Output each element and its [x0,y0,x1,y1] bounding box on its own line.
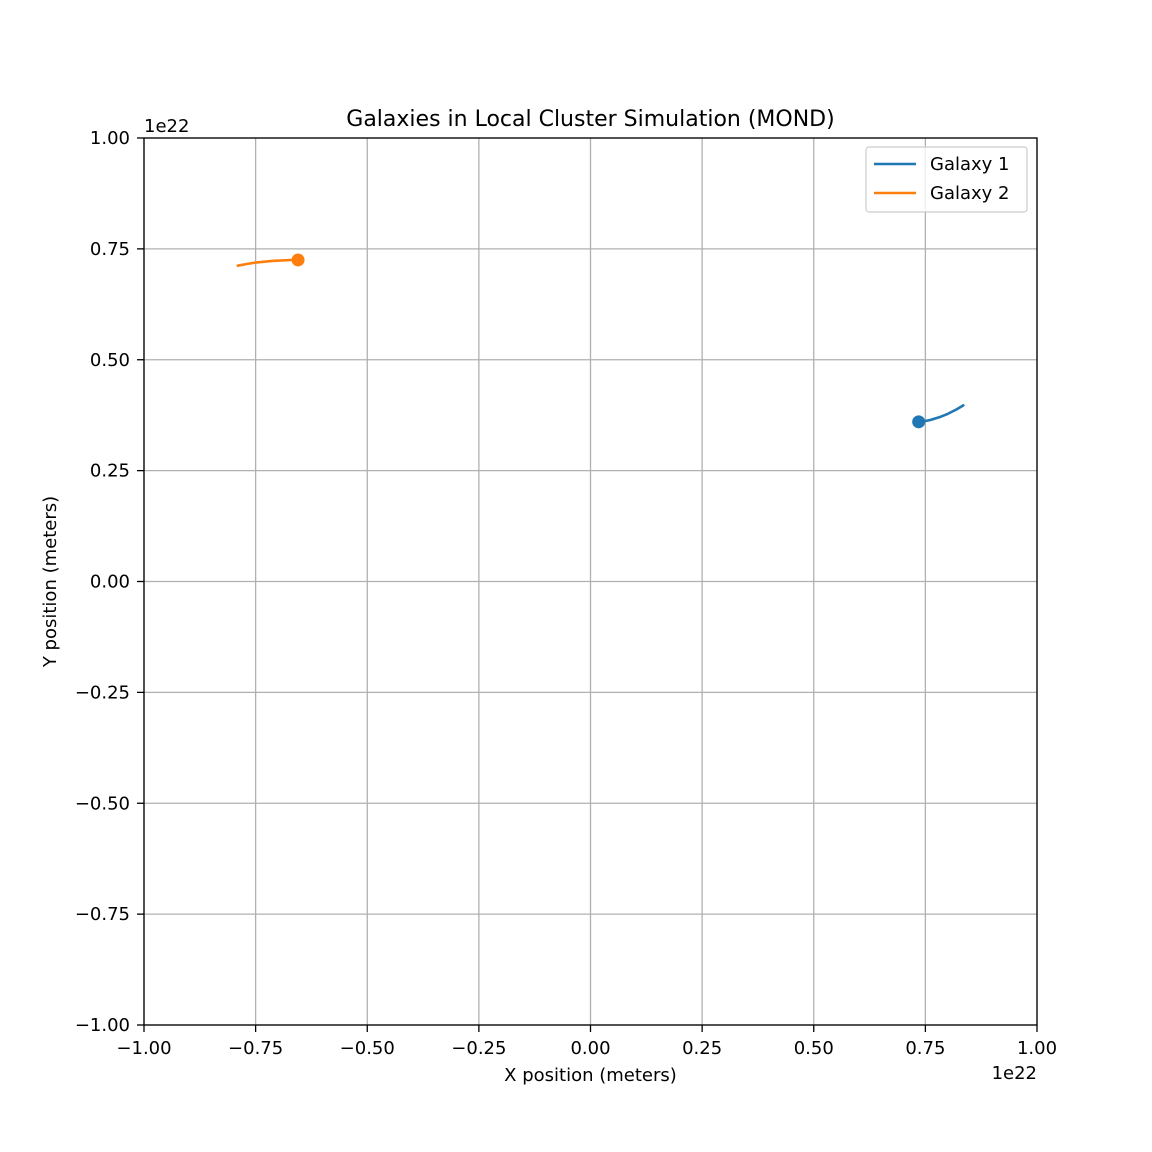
x-tick-label: 0.50 [794,1038,834,1059]
y-tick-label: 0.75 [90,239,130,260]
y-tick-label: 1.00 [90,128,130,149]
x-tick-label: 0.25 [682,1038,722,1059]
chart-title: Galaxies in Local Cluster Simulation (MO… [346,107,834,132]
y-axis-offset-text: 1e22 [144,116,189,137]
y-tick-label: −0.50 [75,793,130,814]
y-axis-label: Y position (meters) [40,496,61,668]
series-marker-galaxy-2 [291,253,305,267]
x-tick-label: 1.00 [1017,1038,1057,1059]
legend: Galaxy 1 Galaxy 2 [865,146,1028,213]
x-axis-label: X position (meters) [504,1065,677,1086]
x-tick-label: −1.00 [116,1038,171,1059]
y-tick-label: 0.00 [90,572,130,593]
y-tick-label: 0.25 [90,461,130,482]
legend-label: Galaxy 1 [930,154,1010,175]
legend-label: Galaxy 2 [930,183,1010,204]
y-tick-label: 0.50 [90,350,130,371]
x-tick-label: −0.75 [228,1038,283,1059]
y-tick-label: −0.75 [75,904,130,925]
x-tick-label: −0.25 [451,1038,506,1059]
y-tick-label: −1.00 [75,1015,130,1036]
series-marker-galaxy-1 [912,415,926,429]
x-tick-label: 0.75 [905,1038,945,1059]
x-ticks: −1.00 −0.75 −0.50 −0.25 0.00 0.25 0.50 0.75 1.00 [116,1025,1057,1059]
plot-series [236,253,965,429]
x-axis-offset-text: 1e22 [992,1063,1037,1084]
x-tick-label: 0.00 [570,1038,610,1059]
series-line-galaxy-2 [236,258,300,268]
y-tick-label: −0.25 [75,682,130,703]
y-ticks: −1.00 −0.75 −0.50 −0.25 0.00 0.25 0.50 0.75 1.00 [75,128,144,1036]
x-tick-label: −0.50 [340,1038,395,1059]
